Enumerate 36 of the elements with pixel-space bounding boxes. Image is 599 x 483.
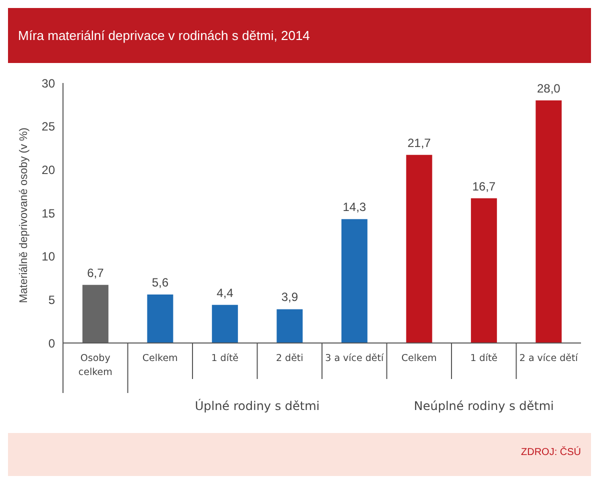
data-label: 28,0 <box>536 81 561 96</box>
text: ZDROJ: ČSÚ <box>8 433 591 476</box>
bar <box>536 100 562 343</box>
y-tick-label: 5 <box>48 292 56 307</box>
x-tick-label: 1 dítě <box>470 353 498 364</box>
x-tick-label: 1 dítě <box>211 353 239 364</box>
chart-title: Míra materiální deprivace v rodinách s dětmi, 2014 <box>8 8 591 63</box>
bar <box>341 219 368 343</box>
data-label: 16,7 <box>472 179 496 194</box>
bar <box>212 304 238 343</box>
bar <box>470 198 497 343</box>
y-tick-label: 25 <box>42 120 56 134</box>
x-tick-label: 2 a více dětí <box>519 353 578 364</box>
x-tick-label: Celkem <box>142 353 178 364</box>
text: Neúplné rodiny s dětmi <box>412 399 555 413</box>
x-tick-label: 2 děti <box>276 353 304 364</box>
bar <box>147 294 174 343</box>
bar <box>406 154 432 343</box>
y-tick-label: 20 <box>42 162 56 177</box>
y-tick-label: 30 <box>42 76 56 90</box>
data-label: 21,7 <box>407 136 432 150</box>
y-tick-label: 15 <box>42 206 56 220</box>
data-label: 6,7 <box>87 266 104 280</box>
bar <box>82 284 108 343</box>
bar <box>276 309 303 343</box>
data-label: 4,4 <box>216 286 234 300</box>
text: Úplné rodiny s dětmi <box>194 399 321 413</box>
y-tick-label: 10 <box>42 250 56 264</box>
x-tick-label: Osoby celkem <box>78 353 112 378</box>
x-tick-label: Celkem <box>401 353 437 364</box>
x-tick-label: 3 a více dětí <box>325 353 384 364</box>
data-label: 3,9 <box>281 290 298 304</box>
data-label: 14,3 <box>342 200 366 214</box>
y-tick-label: 0 <box>48 336 56 350</box>
y-axis-title: Materiálně deprivované osoby (v %) <box>18 128 30 303</box>
data-label: 5,6 <box>152 275 169 290</box>
